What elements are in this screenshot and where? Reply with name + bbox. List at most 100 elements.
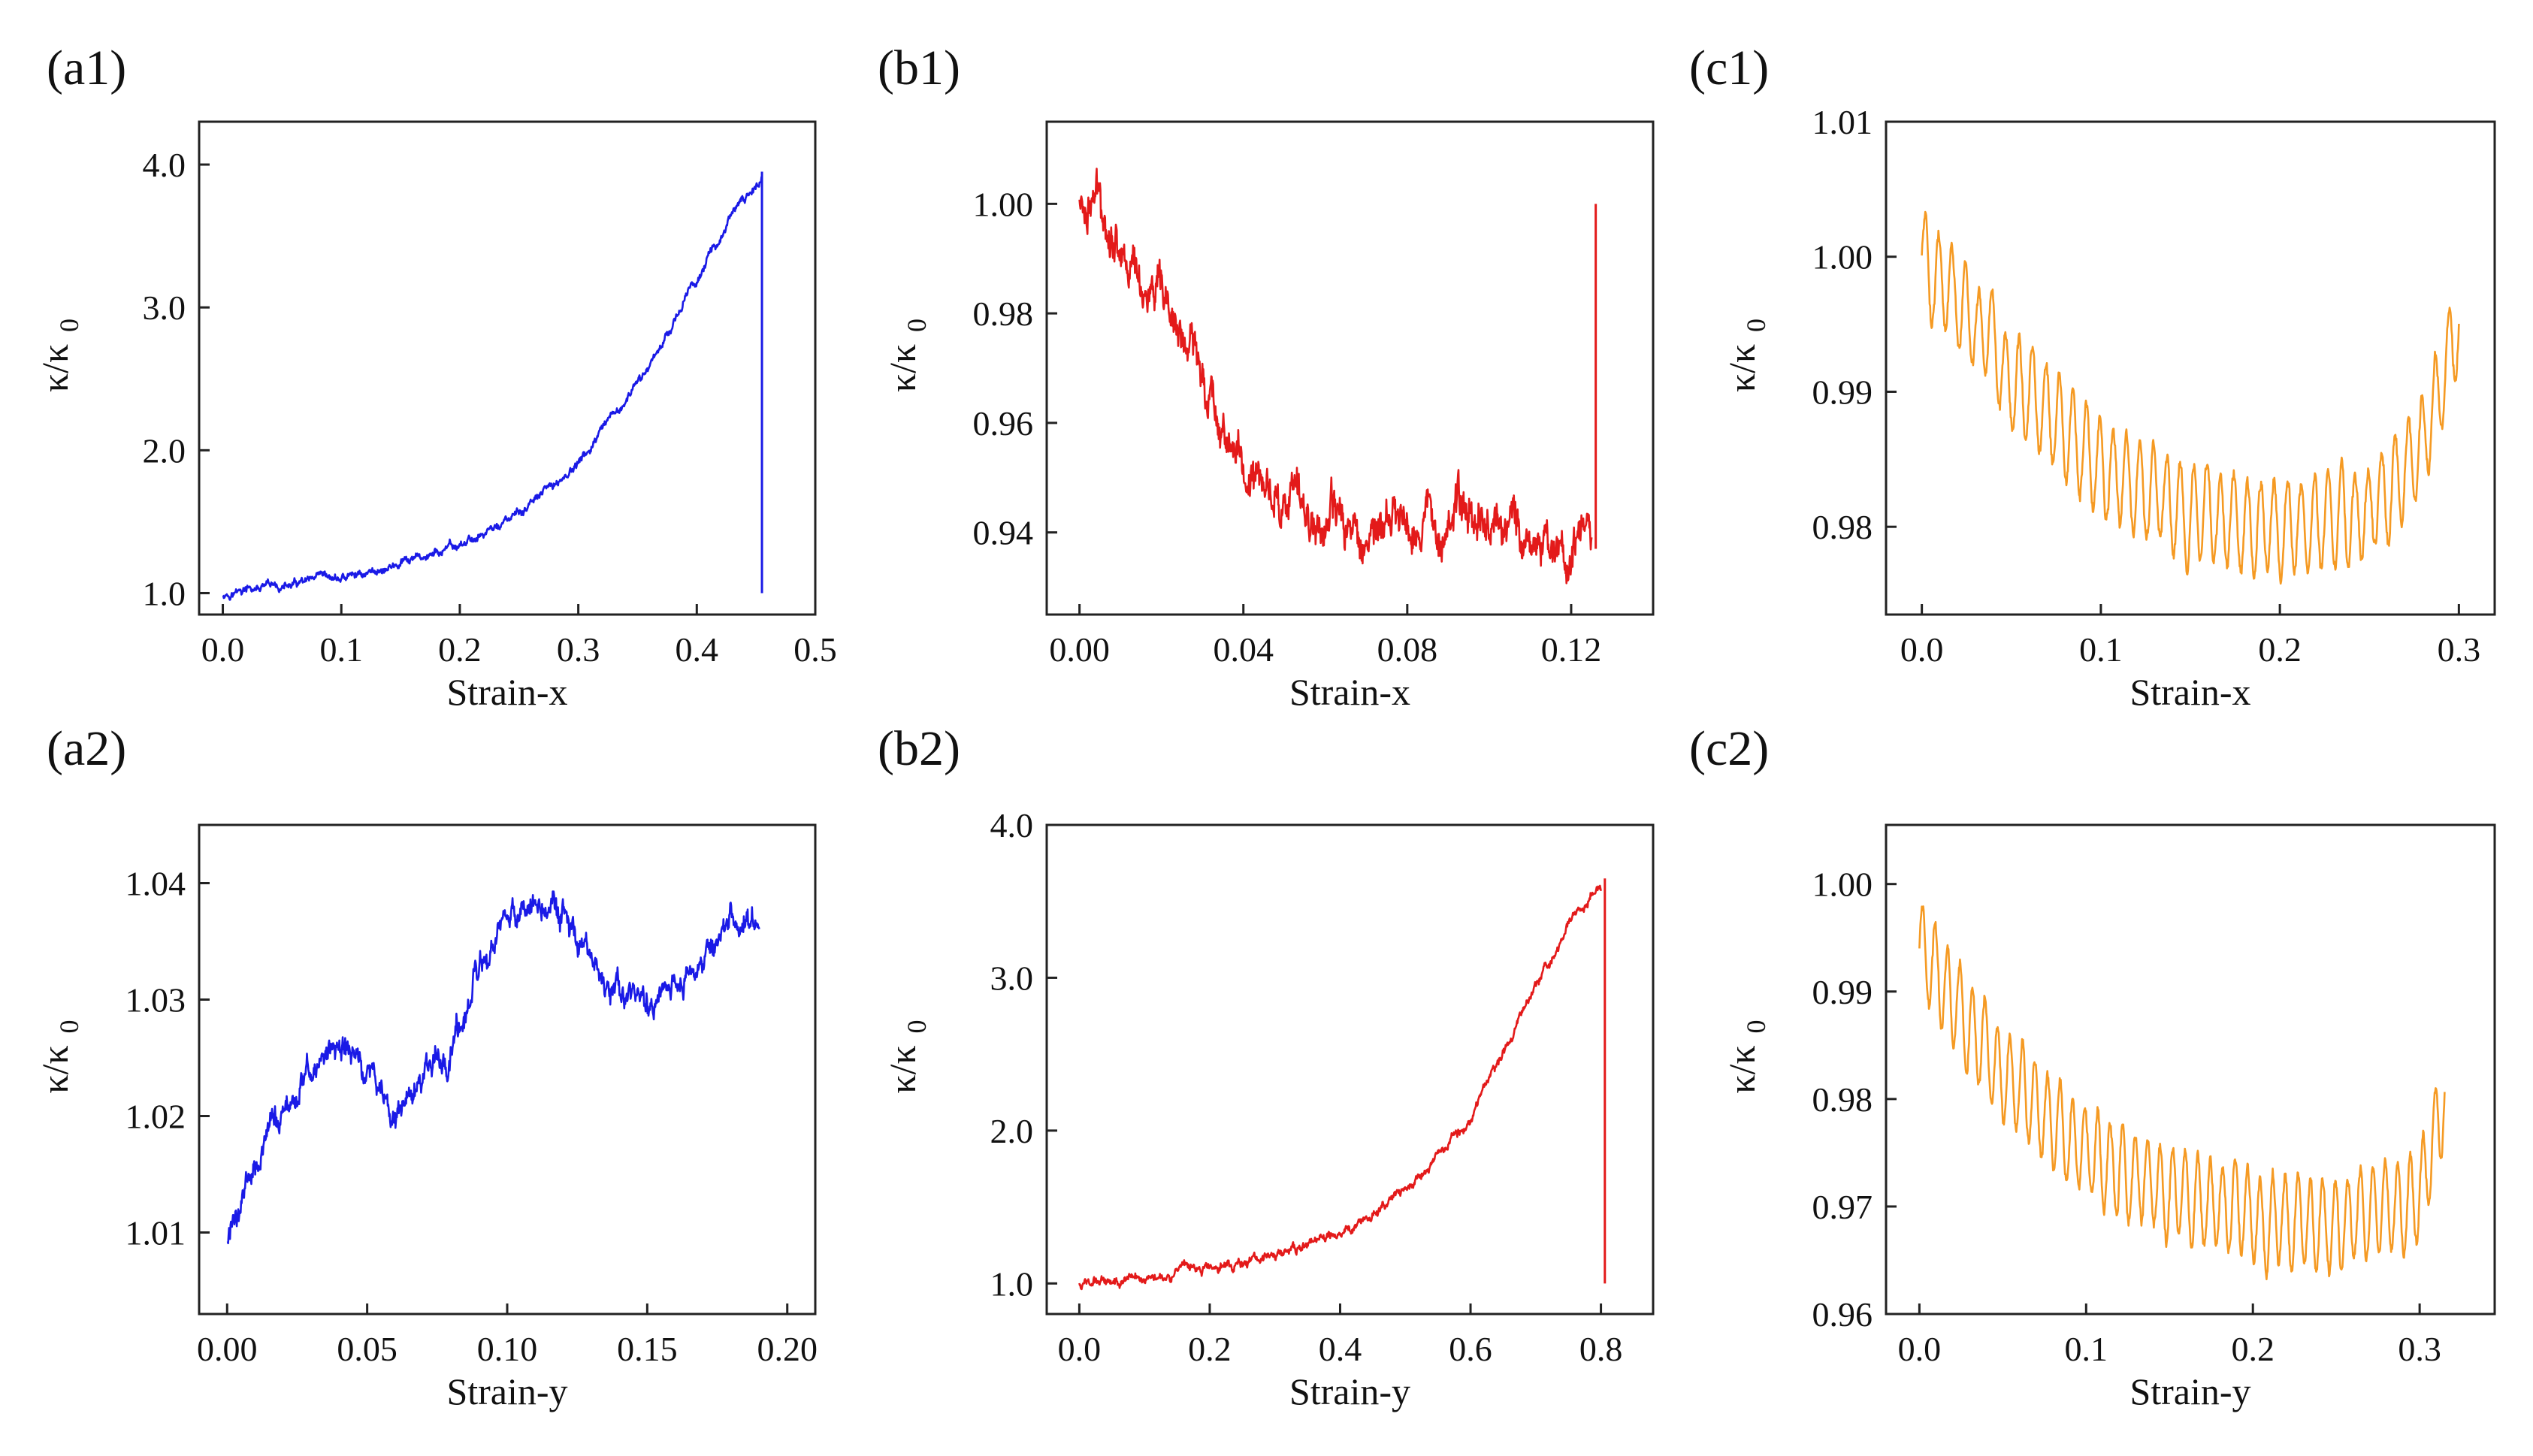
x-tick-label-c1: 0.2 <box>2258 630 2302 669</box>
x-axis-title-c2: Strain-y <box>2129 1370 2250 1412</box>
series-line-c2 <box>1918 905 2446 1281</box>
y-axis-title-a2: κ/κ 0 <box>34 1020 84 1094</box>
y-tick-label-b1: 1.00 <box>973 185 1034 223</box>
x-tick-label-c2: 0.3 <box>2398 1330 2441 1368</box>
y-tick-label-a2: 1.04 <box>125 865 186 903</box>
x-tick-label-a1: 0.5 <box>793 630 837 669</box>
x-tick-label-a2: 0.05 <box>337 1330 397 1368</box>
y-tick-label-c1: 0.98 <box>1812 508 1873 546</box>
x-tick-label-a1: 0.1 <box>319 630 363 669</box>
x-tick-label-a1: 0.4 <box>676 630 719 669</box>
panel-label-a1: (a1) <box>47 41 126 95</box>
x-tick-label-c2: 0.1 <box>2065 1330 2108 1368</box>
series-line-a2 <box>226 890 760 1245</box>
y-axis-title-a1: κ/κ 0 <box>34 319 84 392</box>
chart-panel-c2: (c2) 0.0 0.1 0.2 0.3 0.96 0.97 0.98 0.99 1.00 Stra… <box>1689 721 2496 1412</box>
x-tick-label-c1: 0.3 <box>2438 630 2481 669</box>
y-axis-title-text-a1: κ/κ <box>34 344 76 392</box>
x-tick-label-b2: 0.4 <box>1319 1330 1362 1368</box>
x-tick-label-a1: 0.2 <box>438 630 482 669</box>
x-tick-label-c1: 0.0 <box>1900 630 1944 669</box>
series-line-c1 <box>1921 210 2460 585</box>
x-tick-label-b2: 0.2 <box>1188 1330 1232 1368</box>
chart-panel-b1: (b1) 0.00 0.04 0.08 0.12 0.94 0.96 0.98 1.00 Stra… <box>878 41 1655 713</box>
x-tick-label-a2: 0.20 <box>757 1330 818 1368</box>
y-tick-label-b2: 1.0 <box>990 1264 1034 1303</box>
plot-frame-b1 <box>1045 120 1655 616</box>
x-axis-title-b1: Strain-x <box>1289 671 1410 713</box>
y-tick-label-a2: 1.03 <box>125 981 186 1020</box>
y-tick-label-c2: 0.99 <box>1812 973 1873 1011</box>
plot-frame-c2 <box>1885 823 2496 1316</box>
y-tick-label-c1: 1.01 <box>1812 103 1873 141</box>
y-axis-subscript-b1: 0 <box>902 319 932 332</box>
x-tick-label-a2: 0.15 <box>617 1330 678 1368</box>
x-tick-label-b2: 0.6 <box>1449 1330 1492 1368</box>
y-axis-title-c2: κ/κ 0 <box>1721 1020 1771 1094</box>
chart-panel-c1: (c1) 0.0 0.1 0.2 0.3 0.98 0.99 1.00 1.01 Strain-x… <box>1689 41 2496 713</box>
x-tick-label-b1: 0.12 <box>1541 630 1602 669</box>
x-tick-label-c2: 0.0 <box>1898 1330 1942 1368</box>
x-tick-label-a1: 0.3 <box>557 630 600 669</box>
y-tick-label-b1: 0.96 <box>973 404 1034 443</box>
y-tick-label-a2: 1.02 <box>125 1098 186 1136</box>
panel-label-c2: (c2) <box>1689 721 1769 776</box>
y-tick-label-b1: 0.98 <box>973 295 1034 333</box>
panel-label-a2: (a2) <box>47 721 126 776</box>
chart-panel-b2: (b2) 0.0 0.2 0.4 0.6 0.8 1.0 2.0 3.0 4.0 Strain-y κ… <box>878 721 1655 1412</box>
plot-frame-b2 <box>1045 823 1655 1316</box>
y-axis-title-text-c1: κ/κ <box>1721 344 1763 392</box>
y-axis-subscript-a2: 0 <box>54 1020 84 1034</box>
y-axis-title-b1: κ/κ 0 <box>881 319 932 392</box>
y-tick-label-c1: 1.00 <box>1812 238 1873 276</box>
series-line-b2 <box>1078 884 1602 1291</box>
chart-panel-a1: (a1) 0.0 0.1 0.2 0.3 0.4 0.5 1.0 2.0 3.0 4.0 Strain… <box>34 41 837 713</box>
y-axis-title-text-b1: κ/κ <box>881 344 923 392</box>
x-tick-label-a2: 0.00 <box>197 1330 258 1368</box>
y-tick-label-c2: 0.98 <box>1812 1080 1873 1119</box>
y-axis-subscript-c2: 0 <box>1741 1020 1771 1034</box>
series-line-a1 <box>222 176 763 601</box>
y-tick-label-b1: 0.94 <box>973 514 1034 552</box>
x-tick-label-a1: 0.0 <box>201 630 245 669</box>
chart-panel-a2: (a2) 0.00 0.05 0.10 0.15 0.20 1.01 1.02 1.03 1.04… <box>34 721 818 1412</box>
x-tick-label-c1: 0.1 <box>2079 630 2123 669</box>
y-tick-label-b2: 4.0 <box>990 806 1034 844</box>
plot-frame-a1 <box>198 120 817 616</box>
y-axis-title-text-a2: κ/κ <box>34 1045 76 1093</box>
panel-label-b1: (b1) <box>878 41 960 95</box>
series-line-b1 <box>1078 168 1593 585</box>
y-axis-subscript-c1: 0 <box>1741 319 1771 332</box>
y-tick-label-a1: 3.0 <box>143 288 186 327</box>
y-axis-subscript-b2: 0 <box>902 1020 932 1034</box>
x-tick-label-b2: 0.0 <box>1058 1330 1102 1368</box>
y-tick-label-c2: 0.97 <box>1812 1188 1873 1226</box>
panel-label-b2: (b2) <box>878 721 960 776</box>
panel-label-c1: (c1) <box>1689 41 1769 95</box>
plot-frame-c1 <box>1885 120 2496 616</box>
x-tick-label-b1: 0.00 <box>1049 630 1110 669</box>
plot-frame-a2 <box>198 823 817 1316</box>
x-axis-title-a2: Strain-y <box>446 1370 567 1412</box>
x-tick-label-b1: 0.04 <box>1213 630 1274 669</box>
y-tick-label-a1: 1.0 <box>143 574 186 612</box>
x-tick-label-b2: 0.8 <box>1579 1330 1623 1368</box>
y-axis-title-c1: κ/κ 0 <box>1721 319 1771 392</box>
y-tick-label-c1: 0.99 <box>1812 373 1873 411</box>
y-axis-title-text-c2: κ/κ <box>1721 1045 1763 1093</box>
y-tick-label-c2: 1.00 <box>1812 865 1873 904</box>
y-tick-label-b2: 2.0 <box>990 1112 1034 1150</box>
x-axis-title-c1: Strain-x <box>2129 671 2250 713</box>
x-tick-label-a2: 0.10 <box>477 1330 538 1368</box>
x-axis-title-a1: Strain-x <box>446 671 567 713</box>
y-axis-title-text-b2: κ/κ <box>881 1045 923 1093</box>
y-tick-label-b2: 3.0 <box>990 959 1034 997</box>
x-tick-label-b1: 0.08 <box>1377 630 1438 669</box>
y-tick-label-a2: 1.01 <box>125 1214 186 1252</box>
y-tick-label-c2: 0.96 <box>1812 1295 1873 1334</box>
x-tick-label-c2: 0.2 <box>2231 1330 2275 1368</box>
y-tick-label-a1: 4.0 <box>143 146 186 184</box>
y-tick-label-a1: 2.0 <box>143 431 186 470</box>
y-axis-title-b2: κ/κ 0 <box>881 1020 932 1094</box>
